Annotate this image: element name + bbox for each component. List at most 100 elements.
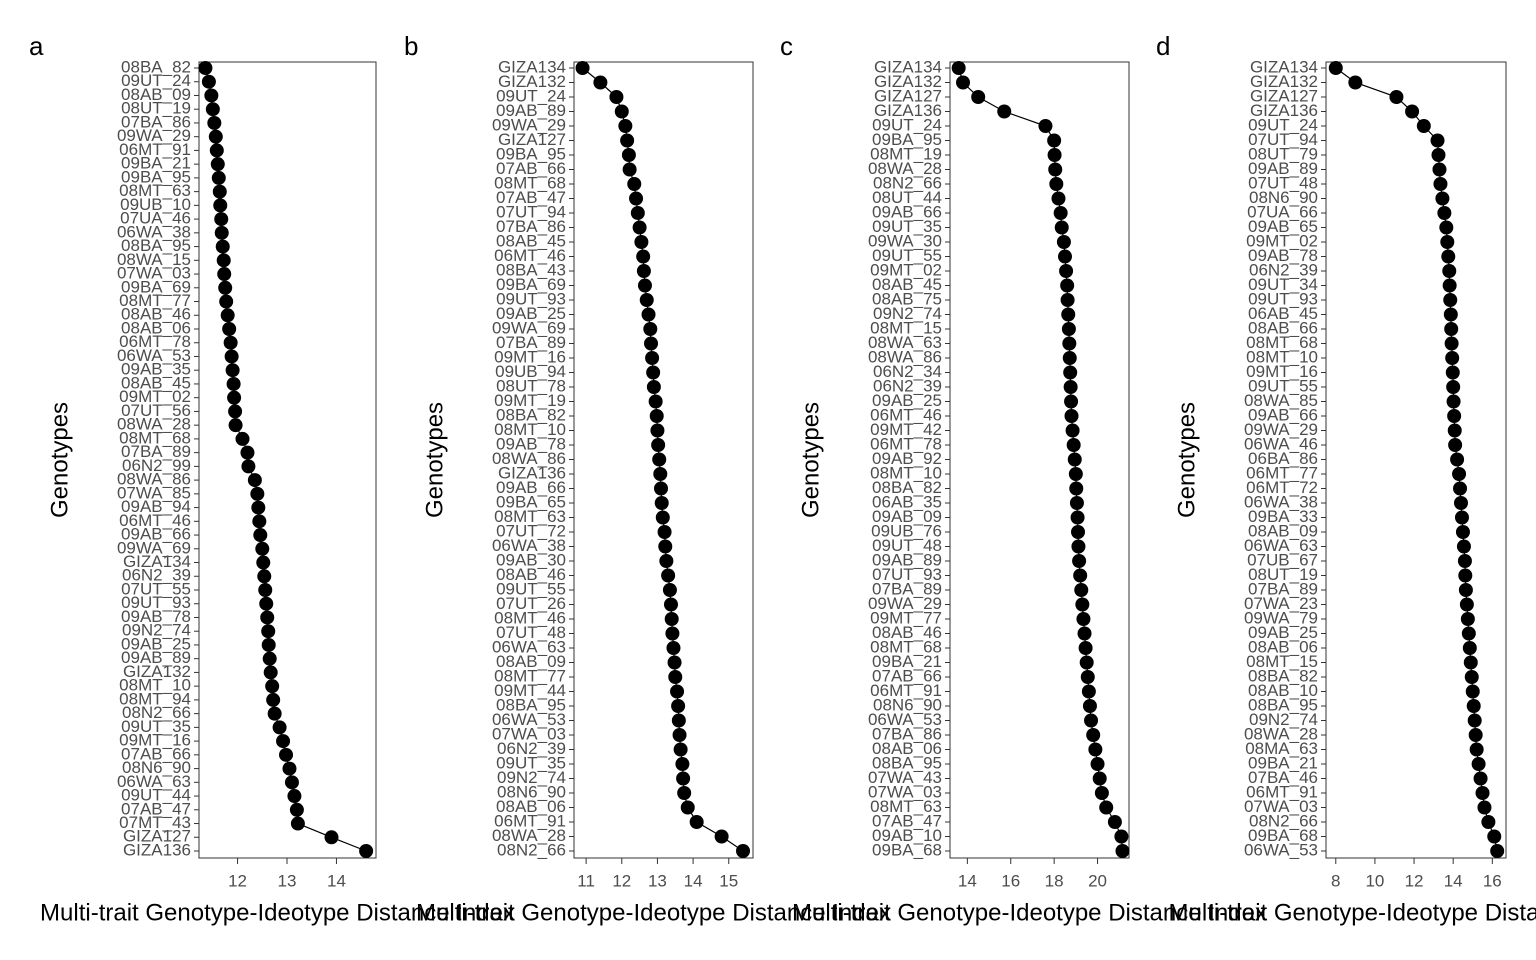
point: [255, 541, 270, 556]
point: [1477, 800, 1492, 815]
y-tick-label: GIZA127: [1250, 86, 1318, 105]
point: [1075, 597, 1090, 612]
y-axis-title: Genotypes: [421, 402, 448, 518]
point: [1442, 264, 1457, 278]
y-tick-label: 06N2_34: [873, 362, 942, 381]
point: [1389, 90, 1404, 104]
y-tick-label: 09BA_69: [496, 275, 566, 294]
point: [668, 670, 683, 684]
point: [1441, 249, 1456, 264]
y-tick-label: 07UT_48: [496, 623, 566, 642]
point: [226, 376, 241, 391]
y-tick-label: 08AB_46: [496, 565, 566, 584]
y-tick-label: 06MT_77: [1246, 463, 1318, 482]
point: [265, 679, 280, 694]
point: [1461, 626, 1476, 641]
point: [198, 61, 213, 75]
y-tick-label: 09AB_78: [1248, 246, 1318, 265]
point: [1051, 191, 1066, 206]
y-tick-label: GIZA132: [1250, 72, 1318, 91]
point: [1433, 177, 1448, 191]
point: [272, 720, 287, 735]
point: [1443, 293, 1458, 307]
point: [211, 170, 226, 185]
y-tick-label: 08N2_66: [122, 703, 191, 722]
y-tick-label: 06AB_35: [872, 492, 942, 511]
point: [630, 206, 645, 220]
y-tick-label: 07BA_89: [496, 333, 566, 352]
y-tick-label: 08AB_09: [121, 85, 191, 104]
y-tick-label: 07BA_46: [1248, 768, 1318, 787]
point: [1074, 583, 1089, 597]
y-tick-label: 08MT_63: [494, 507, 566, 526]
y-tick-label: 06WA_38: [1244, 492, 1318, 511]
y-tick-label: 08AB_10: [1248, 681, 1318, 700]
y-tick-label: 06N2_39: [873, 376, 942, 395]
point: [1092, 771, 1107, 786]
point: [1076, 612, 1091, 626]
y-tick-label: 08MT_77: [494, 666, 566, 685]
point: [214, 225, 229, 240]
point: [1054, 220, 1069, 235]
point: [736, 844, 751, 858]
point: [205, 102, 220, 117]
x-tick-label: 16: [1001, 871, 1020, 890]
point: [223, 335, 238, 350]
y-tick-label: 09MT_16: [119, 731, 191, 750]
y-tick-label: 09AB_66: [872, 202, 942, 221]
panel: GIZA134GIZA132GIZA127GIZA13609UT_2409BA_…: [780, 31, 1267, 926]
point: [1056, 235, 1071, 249]
y-tick-label: 07AB_47: [121, 799, 191, 818]
x-axis-title: Multi-trait Genotype-Ideotype Distance I…: [1169, 899, 1536, 926]
y-tick-label: 07BA_86: [496, 217, 566, 236]
y-tick-label: 07WA_43: [868, 768, 942, 787]
y-tick-label: 08WA_28: [868, 159, 942, 178]
y-tick-label: 09AB_25: [121, 634, 191, 653]
y-tick-label: 09WA_29: [117, 126, 191, 145]
point: [260, 610, 275, 625]
point: [287, 789, 302, 804]
point: [1082, 699, 1097, 713]
y-tick-label: 09N2_74: [873, 304, 942, 323]
point: [214, 212, 229, 227]
point: [1047, 133, 1062, 148]
point: [259, 596, 274, 611]
y-tick-label: 06WA_53: [117, 346, 191, 365]
point: [1067, 452, 1082, 467]
point: [267, 706, 282, 721]
point: [1090, 757, 1105, 771]
x-tick-label: 20: [1088, 871, 1107, 890]
y-tick-label: 09UT_93: [121, 593, 191, 612]
point: [673, 742, 688, 757]
point: [1348, 75, 1363, 90]
point: [634, 235, 649, 249]
point: [689, 815, 704, 829]
x-tick-label: 13: [278, 871, 297, 890]
point: [1454, 496, 1468, 510]
point: [1457, 554, 1472, 568]
x-tick-label: 11: [577, 871, 595, 890]
point: [659, 554, 674, 568]
y-tick-label: 09AB_10: [872, 826, 942, 845]
point: [1107, 815, 1122, 829]
point: [1068, 467, 1083, 481]
point: [658, 539, 673, 554]
y-tick-label: 08N6_90: [497, 782, 566, 801]
y-tick-label: 09WA_79: [1244, 608, 1318, 627]
y-tick-label: 09MT_16: [1246, 362, 1318, 381]
point: [1463, 655, 1478, 670]
y-tick-label: 09BA_21: [1248, 753, 1318, 772]
y-tick-label: 09AB_25: [496, 304, 566, 323]
point: [1086, 728, 1101, 742]
point: [646, 380, 661, 394]
point: [1446, 380, 1461, 394]
x-tick-label: 16: [1483, 871, 1502, 890]
point: [1462, 641, 1477, 655]
y-tick-label: 08MT_63: [870, 797, 942, 816]
y-tick-label: 08AB_45: [121, 373, 191, 392]
point: [1048, 162, 1063, 177]
y-tick-label: 09AB_25: [872, 391, 942, 410]
point: [1456, 539, 1471, 554]
y-tick-label: 09UT_93: [1248, 289, 1318, 308]
point: [1114, 829, 1129, 844]
